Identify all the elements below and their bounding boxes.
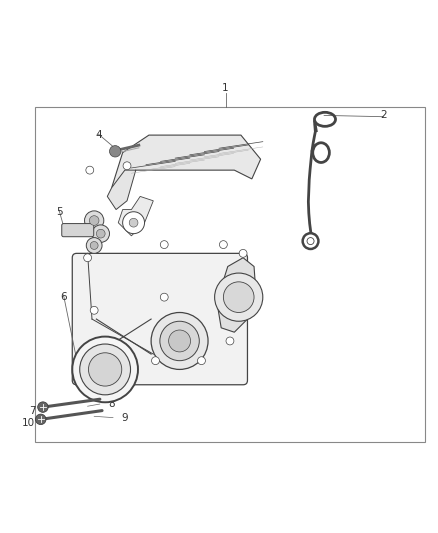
Text: 10: 10: [22, 418, 35, 428]
Circle shape: [96, 229, 105, 238]
Text: 9: 9: [121, 413, 128, 423]
Circle shape: [226, 337, 234, 345]
Circle shape: [38, 402, 48, 413]
Circle shape: [110, 146, 121, 157]
FancyBboxPatch shape: [62, 223, 94, 237]
Circle shape: [80, 344, 131, 395]
Circle shape: [151, 312, 208, 369]
Circle shape: [89, 216, 99, 225]
Circle shape: [35, 414, 46, 425]
Text: 5: 5: [56, 207, 63, 217]
Polygon shape: [112, 135, 261, 188]
Circle shape: [198, 357, 205, 365]
Text: 6: 6: [60, 292, 67, 302]
Circle shape: [90, 241, 98, 249]
Text: 7: 7: [29, 406, 36, 416]
Text: 1: 1: [222, 83, 229, 93]
FancyBboxPatch shape: [72, 253, 247, 385]
Circle shape: [307, 238, 314, 245]
Circle shape: [85, 211, 104, 230]
Circle shape: [92, 225, 110, 243]
Circle shape: [129, 219, 138, 227]
Circle shape: [152, 357, 159, 365]
Circle shape: [215, 273, 263, 321]
Polygon shape: [118, 197, 153, 236]
Polygon shape: [217, 258, 256, 332]
Circle shape: [86, 166, 94, 174]
Text: 8: 8: [108, 399, 115, 409]
Circle shape: [84, 254, 92, 262]
Circle shape: [219, 241, 227, 248]
Circle shape: [169, 330, 191, 352]
Circle shape: [88, 353, 122, 386]
Circle shape: [160, 293, 168, 301]
Text: 2: 2: [380, 110, 387, 120]
Circle shape: [123, 212, 145, 233]
Circle shape: [160, 321, 199, 361]
Circle shape: [90, 306, 98, 314]
Circle shape: [72, 336, 138, 402]
Circle shape: [303, 233, 318, 249]
Polygon shape: [107, 170, 136, 209]
Circle shape: [86, 238, 102, 253]
Circle shape: [160, 241, 168, 248]
Text: 4: 4: [95, 130, 102, 140]
Circle shape: [223, 282, 254, 312]
Text: 3: 3: [200, 141, 207, 151]
Bar: [35, 107, 425, 442]
Circle shape: [239, 249, 247, 257]
Circle shape: [123, 162, 131, 169]
